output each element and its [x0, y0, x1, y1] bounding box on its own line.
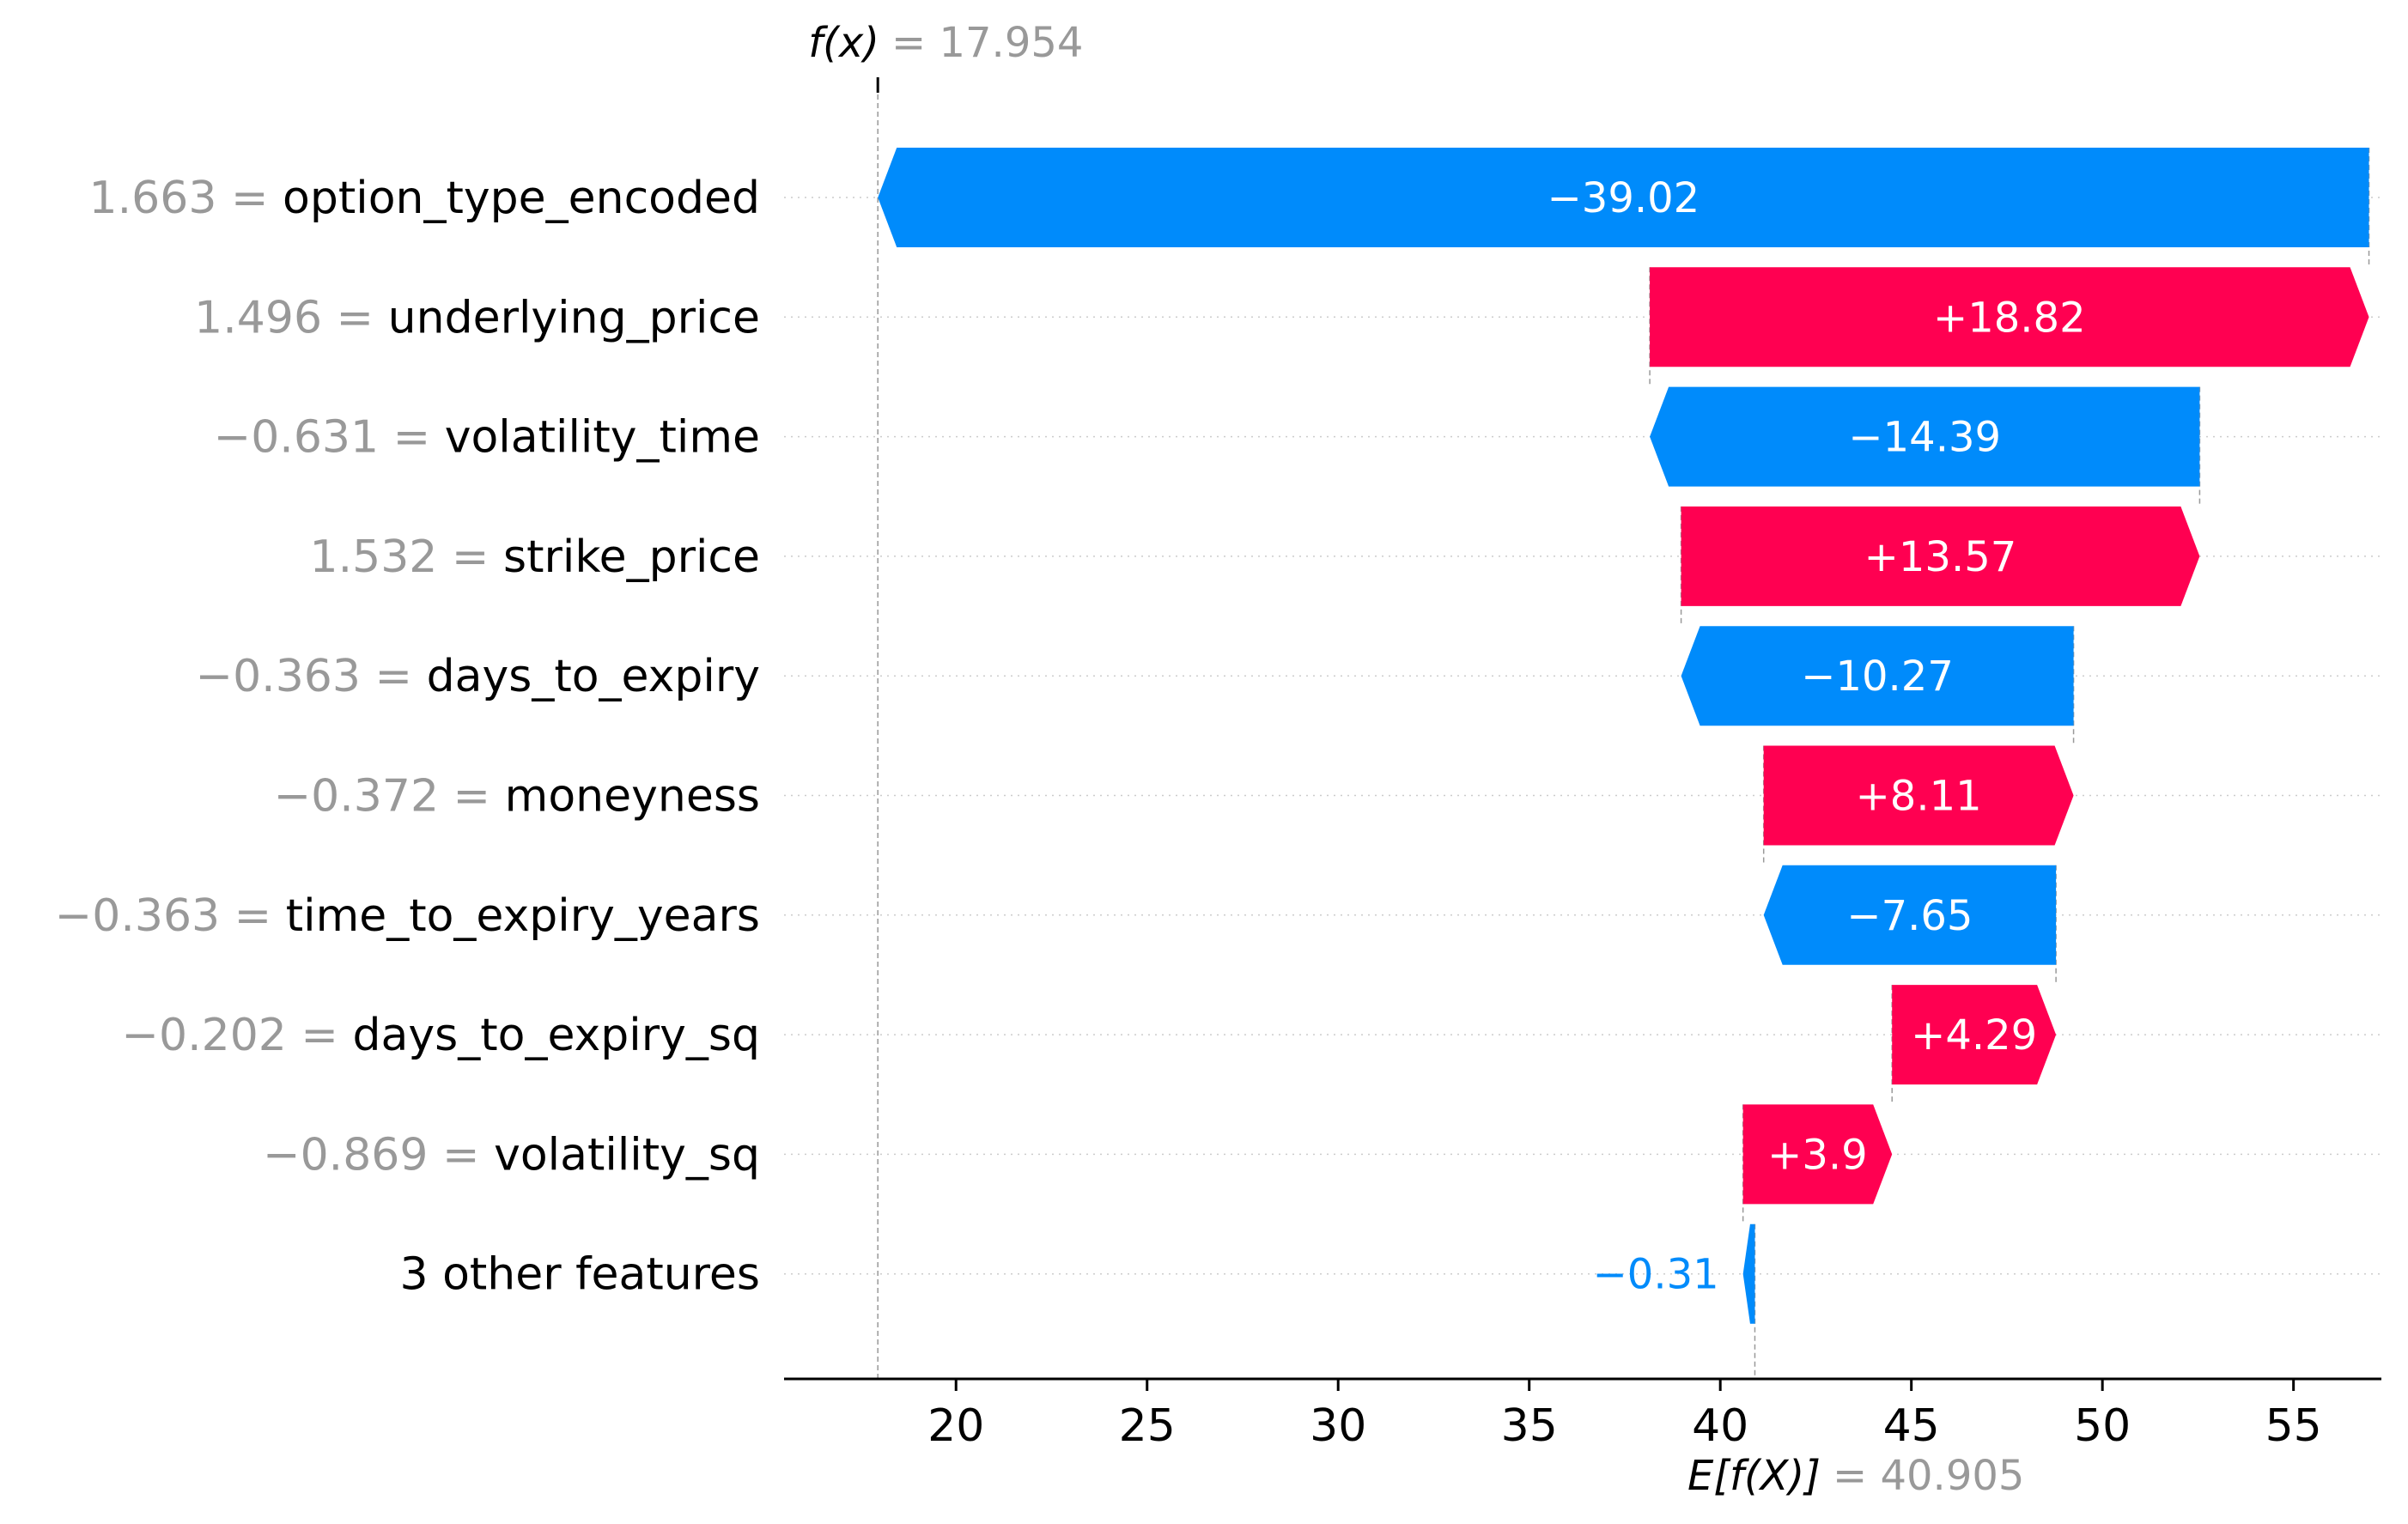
feature-name: option_type_encoded	[283, 173, 760, 224]
contribution-bar	[1892, 985, 2057, 1085]
feature-label: 1.496 = underlying_price	[194, 292, 760, 343]
x-tick-label: 50	[2074, 1400, 2131, 1452]
bar-value-label: −10.27	[1801, 653, 1954, 701]
contribution-bar	[1681, 626, 2074, 726]
feature-name: 3 other features	[399, 1249, 760, 1301]
expected-value: = 40.905	[1833, 1452, 2024, 1500]
contribution-bars: −39.02 +18.82 −14.39 +13.57 −10.27 +8.11 −7.65…	[878, 148, 2369, 1324]
bar-value-label: −14.39	[1848, 414, 2001, 462]
feature-name: days_to_expiry_sq	[353, 1010, 761, 1061]
feature-name: days_to_expiry	[427, 651, 760, 702]
feature-value: 1.532 =	[310, 531, 504, 583]
feature-name: time_to_expiry_years	[286, 890, 760, 942]
x-tick-label: 30	[1310, 1400, 1366, 1452]
feature-label: 1.532 = strike_price	[310, 531, 760, 583]
contribution-bar	[878, 148, 2369, 247]
feature-label: 1.663 = option_type_encoded	[89, 173, 760, 224]
contribution-bar	[1650, 386, 2200, 487]
feature-label: −0.869 = volatility_sq	[263, 1129, 760, 1181]
bar-value-label: −39.02	[1548, 174, 1700, 222]
contribution-bar	[1681, 506, 2200, 606]
feature-name: strike_price	[503, 531, 760, 583]
contribution-bar	[1763, 865, 2057, 965]
contribution-bar	[1650, 267, 2369, 367]
bar-value-label: +4.29	[1911, 1011, 2037, 1060]
feature-value: −0.372 =	[274, 771, 505, 823]
expected-value-label: E[f(X)]	[1687, 1452, 1821, 1500]
feature-label: −0.372 = moneyness	[274, 771, 760, 823]
feature-name: underlying_price	[388, 292, 760, 343]
feature-value: −0.363 =	[55, 890, 286, 942]
bar-value-label: +8.11	[1856, 773, 1982, 821]
feature-name: moneyness	[505, 771, 760, 823]
feature-label: −0.363 = days_to_expiry	[196, 651, 760, 702]
bar-value-label: +13.57	[1864, 533, 2017, 581]
feature-label: 3 other features	[399, 1249, 760, 1301]
fx-value: = 17.954	[891, 19, 1083, 67]
feature-label: −0.363 = time_to_expiry_years	[55, 890, 760, 942]
feature-label: −0.202 = days_to_expiry_sq	[121, 1010, 760, 1061]
bar-value-label: −0.31	[1593, 1251, 1719, 1299]
fx-label: f(x)	[808, 19, 879, 67]
feature-value: −0.631 =	[214, 412, 445, 464]
x-tick-label: 20	[927, 1400, 984, 1452]
feature-value: 1.496 =	[194, 292, 388, 343]
bar-value-label: −7.65	[1846, 892, 1973, 940]
contribution-bar	[1763, 745, 2074, 846]
x-axis: 20 25 30 35 40 45 50 55	[784, 1377, 2381, 1452]
x-tick-label: 40	[1692, 1400, 1748, 1452]
contribution-bar	[1742, 1104, 1893, 1205]
x-tick-label: 55	[2265, 1400, 2322, 1452]
feature-name: volatility_time	[445, 412, 760, 464]
feature-name: volatility_sq	[494, 1129, 760, 1181]
bar-value-label: +3.9	[1767, 1131, 1868, 1179]
feature-value: −0.202 =	[121, 1010, 352, 1061]
x-tick-label: 45	[1883, 1400, 1940, 1452]
feature-value: −0.869 =	[263, 1129, 494, 1181]
contribution-bar	[1742, 1223, 1755, 1324]
feature-value: 1.663 =	[89, 173, 283, 224]
feature-value: −0.363 =	[196, 651, 427, 702]
feature-label: −0.631 = volatility_time	[214, 412, 760, 464]
feature-labels: 1.663 = option_type_encoded 1.496 = under…	[55, 173, 760, 1301]
bar-value-label: +18.82	[1933, 294, 2086, 342]
x-tick-label: 25	[1119, 1400, 1176, 1452]
x-tick-label: 35	[1501, 1400, 1558, 1452]
annotations: f(x) = 17.954 E[f(X)] = 40.905	[808, 19, 2024, 1500]
